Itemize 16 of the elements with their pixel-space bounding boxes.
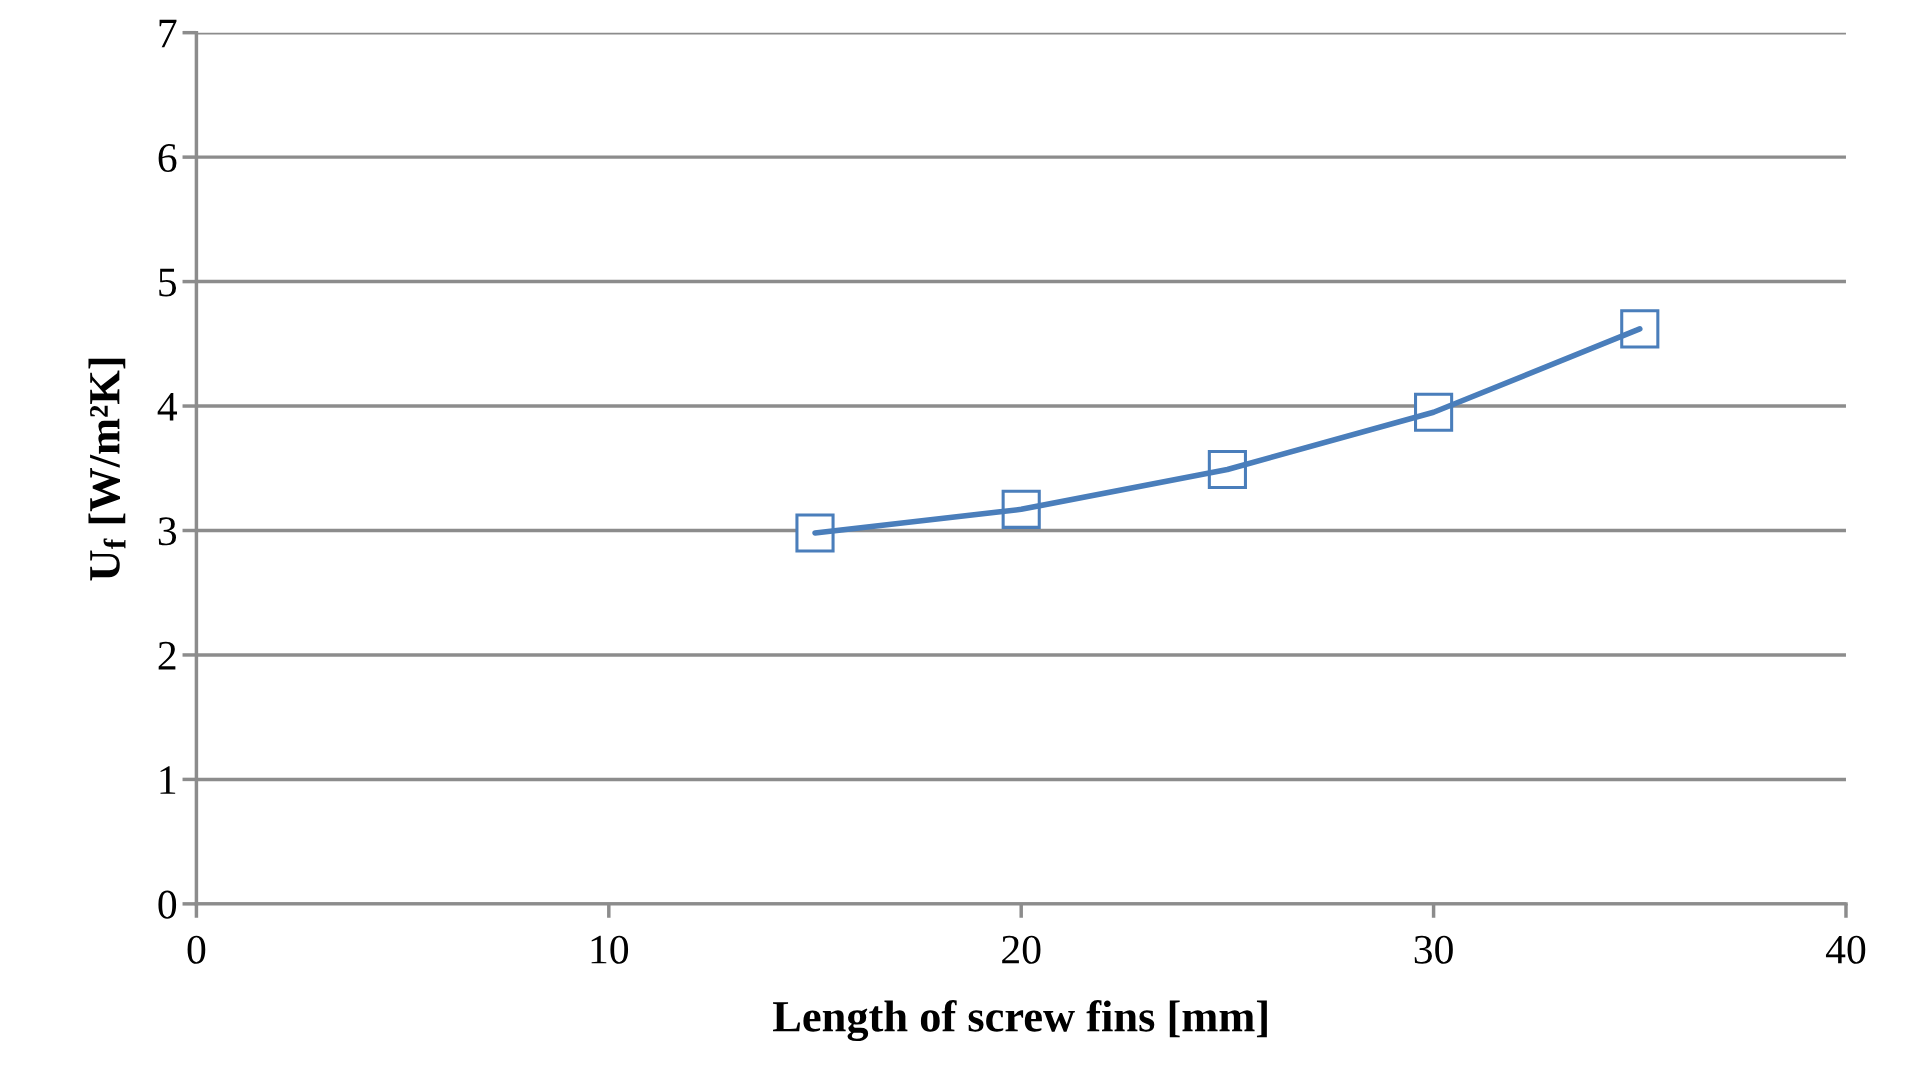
point [1620, 309, 1660, 349]
y-tick-label: 5 [159, 268, 177, 297]
y-tick-label: 6 [158, 143, 177, 172]
x-tick-label: 10 [591, 935, 629, 964]
x-tick-label: 0 [187, 935, 206, 964]
x-axis-title: Length of screw fins [mm] [773, 999, 1267, 1042]
y-tick-label: 3 [158, 517, 177, 546]
y-tick-label: 1 [160, 766, 176, 794]
y-tick-label: 4 [157, 393, 178, 421]
x-tick-label: 20 [1002, 935, 1041, 964]
y-tick-label: 2 [158, 641, 176, 670]
y-tick-label: 7 [159, 19, 177, 48]
y-axis-title: U$_{f}$ [W/m²K] [88, 358, 126, 581]
x-tick-label: 40 [1825, 935, 1866, 964]
x-tick-label: 30 [1414, 935, 1453, 964]
y-tick-label: 0 [158, 890, 177, 919]
